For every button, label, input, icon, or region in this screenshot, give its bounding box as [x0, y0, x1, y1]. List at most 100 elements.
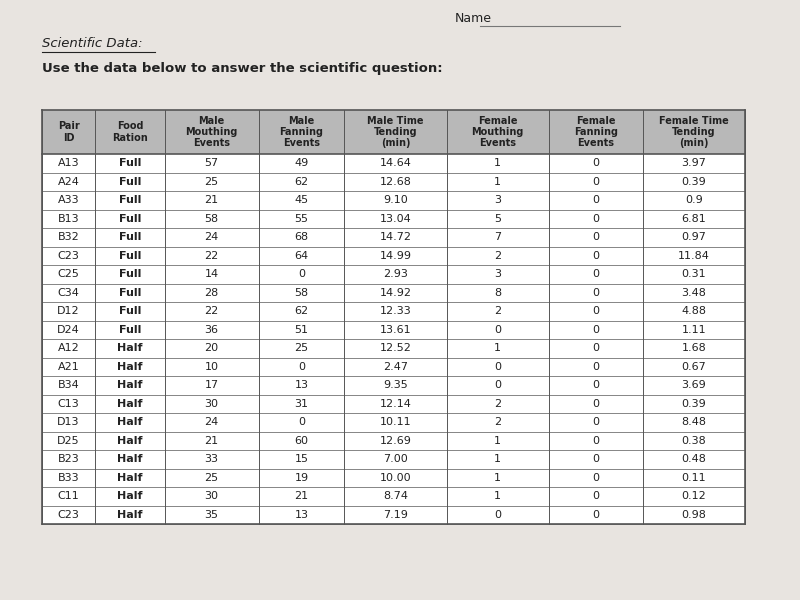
Text: 0.39: 0.39 [682, 177, 706, 187]
Text: 0: 0 [592, 473, 599, 483]
Text: 14: 14 [205, 269, 218, 279]
Text: Half: Half [117, 417, 142, 427]
Text: 20: 20 [205, 343, 218, 353]
Text: 12.14: 12.14 [380, 399, 411, 409]
Text: 14.72: 14.72 [379, 232, 411, 242]
Text: 0: 0 [592, 417, 599, 427]
Text: 11.84: 11.84 [678, 251, 710, 261]
Text: 10.00: 10.00 [380, 473, 411, 483]
Text: Male
Fanning
Events: Male Fanning Events [279, 116, 323, 148]
Text: 1.68: 1.68 [682, 343, 706, 353]
Text: A12: A12 [58, 343, 79, 353]
Text: 0: 0 [592, 510, 599, 520]
Text: 1: 1 [494, 343, 502, 353]
Text: 22: 22 [205, 251, 218, 261]
Text: 0: 0 [592, 436, 599, 446]
Text: C23: C23 [58, 510, 79, 520]
Text: Half: Half [117, 362, 142, 372]
Text: 0: 0 [494, 325, 502, 335]
Text: 2: 2 [494, 399, 502, 409]
Text: 0: 0 [592, 195, 599, 205]
Text: 55: 55 [294, 214, 309, 224]
Bar [42, 110, 745, 154]
Text: Half: Half [117, 436, 142, 446]
Text: 45: 45 [294, 195, 309, 205]
Text: 62: 62 [294, 177, 309, 187]
Text: 13.04: 13.04 [380, 214, 411, 224]
Text: 28: 28 [205, 288, 218, 298]
Text: 1: 1 [494, 454, 502, 464]
Text: B34: B34 [58, 380, 79, 390]
Text: D12: D12 [58, 306, 80, 316]
Text: 0: 0 [592, 306, 599, 316]
Text: Full: Full [118, 177, 141, 187]
Text: B32: B32 [58, 232, 79, 242]
Text: 0: 0 [298, 417, 305, 427]
Text: 1: 1 [494, 436, 502, 446]
Text: 3.69: 3.69 [682, 380, 706, 390]
Text: Half: Half [117, 491, 142, 501]
Text: 51: 51 [294, 325, 309, 335]
Text: Pair
ID: Pair ID [58, 121, 79, 143]
Bar [42, 376, 745, 395]
Text: 7.19: 7.19 [383, 510, 408, 520]
Text: Full: Full [118, 251, 141, 261]
Text: 25: 25 [205, 473, 218, 483]
Bar [42, 395, 745, 413]
Text: 7.00: 7.00 [383, 454, 408, 464]
Text: 0: 0 [298, 362, 305, 372]
Bar [42, 265, 745, 283]
Text: Full: Full [118, 195, 141, 205]
Text: Half: Half [117, 380, 142, 390]
Bar [42, 302, 745, 320]
Text: 0: 0 [592, 362, 599, 372]
Bar [42, 450, 745, 469]
Text: 0: 0 [592, 158, 599, 168]
Text: A13: A13 [58, 158, 79, 168]
Text: 12.69: 12.69 [380, 436, 411, 446]
Text: B23: B23 [58, 454, 79, 464]
Text: 15: 15 [294, 454, 309, 464]
Text: 0.67: 0.67 [682, 362, 706, 372]
Text: 0: 0 [592, 177, 599, 187]
Bar [42, 487, 745, 505]
Bar [42, 339, 745, 358]
Text: 22: 22 [205, 306, 218, 316]
Text: D13: D13 [58, 417, 80, 427]
Text: Half: Half [117, 399, 142, 409]
Text: Full: Full [118, 269, 141, 279]
Text: C25: C25 [58, 269, 79, 279]
Text: 24: 24 [205, 232, 218, 242]
Text: 60: 60 [294, 436, 309, 446]
Text: 21: 21 [205, 436, 218, 446]
Text: 25: 25 [294, 343, 309, 353]
Bar [42, 505, 745, 524]
Text: A21: A21 [58, 362, 79, 372]
Text: 1: 1 [494, 473, 502, 483]
Text: Half: Half [117, 510, 142, 520]
Text: 1: 1 [494, 491, 502, 501]
Text: 25: 25 [205, 177, 218, 187]
Text: 17: 17 [205, 380, 218, 390]
Text: 0: 0 [592, 399, 599, 409]
Text: 0: 0 [592, 454, 599, 464]
Text: 2: 2 [494, 251, 502, 261]
Text: 8: 8 [494, 288, 502, 298]
Text: 58: 58 [205, 214, 218, 224]
Text: 4.88: 4.88 [682, 306, 706, 316]
Text: 13.61: 13.61 [380, 325, 411, 335]
Text: 0: 0 [592, 214, 599, 224]
Text: 0.9: 0.9 [685, 195, 702, 205]
Text: Half: Half [117, 454, 142, 464]
Text: 14.92: 14.92 [379, 288, 411, 298]
Text: 58: 58 [294, 288, 309, 298]
Text: 8.74: 8.74 [383, 491, 408, 501]
Text: 31: 31 [294, 399, 309, 409]
Text: A33: A33 [58, 195, 79, 205]
Text: 1.11: 1.11 [682, 325, 706, 335]
Text: B13: B13 [58, 214, 79, 224]
Text: 0: 0 [298, 269, 305, 279]
Text: Full: Full [118, 288, 141, 298]
Text: 3: 3 [494, 195, 502, 205]
Text: Male Time
Tending
(min): Male Time Tending (min) [367, 116, 424, 148]
